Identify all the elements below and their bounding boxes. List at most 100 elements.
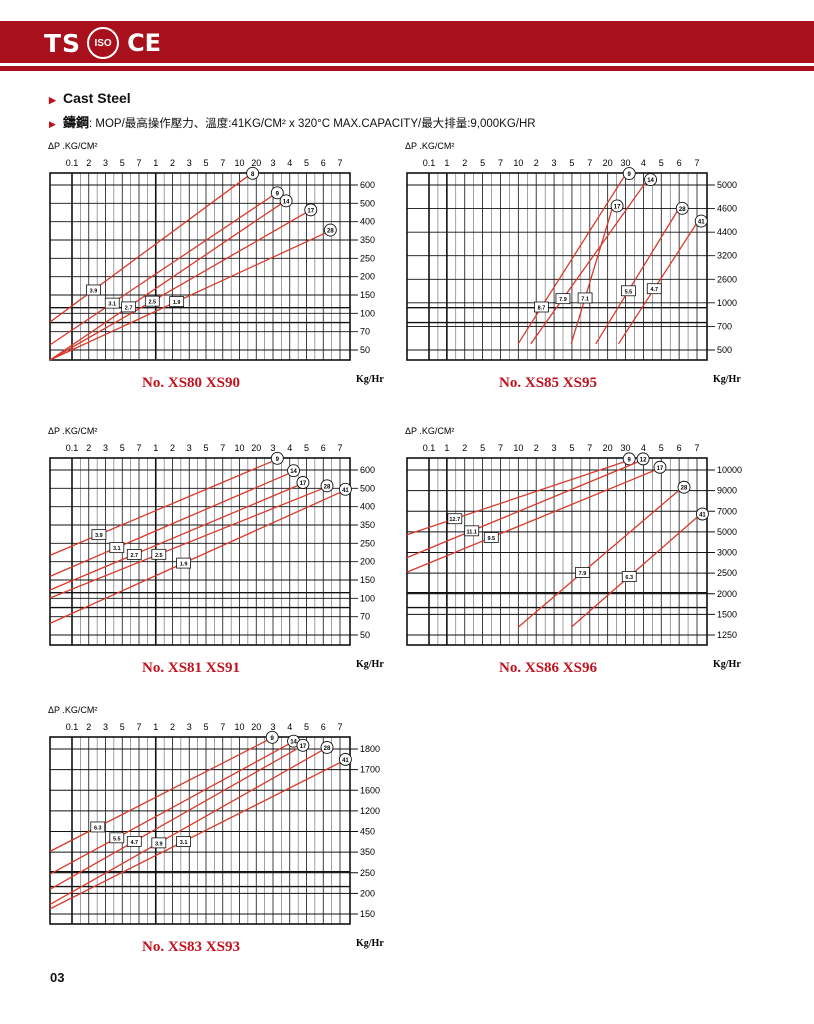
spec-bold: 鑄鋼: [63, 115, 90, 130]
y-tick-label: 1500: [717, 609, 737, 619]
series-end-circle: [644, 173, 657, 187]
series-end-circle: [270, 451, 284, 465]
arrow-right-icon: ▶: [49, 119, 56, 129]
x-tick-label: 4: [287, 158, 292, 168]
series-end-circle: [622, 167, 636, 180]
x-tick-label: 3: [103, 158, 108, 168]
x-tick-label: 7: [220, 158, 225, 168]
x-tick-label: 7: [337, 722, 342, 732]
iso-badge-icon: ISO: [87, 27, 120, 59]
series-label: 9: [276, 457, 280, 463]
chart-xs80-xs90: ΔP .KG/CM² 0.1 2 3 5 7 1 2 3 5 7 10 20 3 4 5 6 7 600 500 400…: [48, 141, 384, 391]
marker-label: 5.5: [113, 836, 121, 842]
y-tick-label: 50: [360, 630, 370, 640]
series-end-circle: [695, 507, 709, 521]
x-tick-label: 7: [498, 443, 503, 453]
x-tick-label: 2: [170, 443, 175, 453]
series-label: 17: [657, 466, 664, 472]
x-tick-label: 1: [153, 158, 158, 168]
marker-label: 4.7: [130, 840, 138, 846]
y-tick-label: 1250: [717, 630, 737, 640]
series-end-circle: [338, 752, 352, 766]
x-tick-label: 6: [677, 443, 682, 453]
x-tick-label: 7: [694, 443, 699, 453]
y-tick-label: 7000: [717, 506, 737, 516]
y-tick-label: 250: [360, 253, 375, 263]
x-axis-label: Kg/Hr: [356, 374, 384, 385]
marker-box: [91, 529, 107, 541]
series-end-circle: [675, 201, 689, 215]
series-line-28: [517, 489, 680, 628]
x-tick-label: 1: [444, 158, 449, 168]
marker-box: [464, 525, 480, 537]
x-tick-label: 10: [234, 722, 244, 732]
series-label: 9: [628, 457, 632, 463]
x-tick-label: 2: [86, 722, 91, 732]
y-tick-label: 150: [360, 909, 375, 919]
y-tick-label: 150: [360, 290, 375, 300]
series-line-17: [406, 469, 656, 573]
marker-box: [176, 836, 191, 847]
y-axis-label: ΔP .KG/CM²: [48, 426, 97, 436]
series-label: 9: [271, 736, 275, 742]
x-tick-label: 3: [103, 443, 108, 453]
x-tick-label: 2: [170, 158, 175, 168]
x-tick-label: 3: [270, 443, 275, 453]
series-label: 17: [300, 481, 307, 487]
x-tick-label: 0.1: [423, 443, 436, 453]
x-tick-label: 6: [677, 158, 682, 168]
marker-box: [86, 284, 101, 296]
y-tick-label: 250: [360, 538, 375, 548]
marker-label: 3.1: [113, 546, 121, 552]
x-tick-label: 0.1: [66, 722, 79, 732]
y-tick-label: 4600: [717, 204, 737, 214]
y-tick-label: 5000: [717, 180, 737, 190]
marker-box: [121, 301, 136, 313]
x-tick-label: 2: [534, 443, 539, 453]
series-end-circle: [279, 194, 293, 208]
marker-label: 4.7: [650, 287, 658, 293]
series-end-circle: [287, 464, 300, 478]
series-line-41: [49, 761, 341, 910]
series-end-circle: [694, 214, 708, 228]
x-tick-label: 3: [270, 722, 275, 732]
x-tick-label: 20: [251, 722, 261, 732]
series-line-14: [530, 182, 647, 345]
marker-box: [577, 292, 593, 304]
marker-box: [483, 532, 499, 543]
marker-label: 6.3: [625, 575, 633, 581]
y-tick-label: 350: [360, 847, 375, 857]
y-tick-label: 400: [360, 217, 375, 227]
marker-label: 3.9: [95, 533, 103, 539]
y-tick-label: 350: [360, 235, 375, 245]
y-tick-label: 70: [360, 612, 370, 622]
y-axis-label: ΔP .KG/CM²: [405, 141, 454, 151]
chart-title: No. XS83 XS93: [142, 939, 240, 955]
marker-box: [126, 835, 142, 847]
x-tick-label: 1: [444, 443, 449, 453]
page-number: 03: [50, 970, 65, 985]
series-label: 28: [324, 484, 331, 490]
y-tick-label: 1200: [360, 806, 380, 816]
y-tick-label: 600: [360, 465, 375, 475]
marker-box: [109, 542, 125, 554]
series-label: 41: [342, 488, 349, 494]
y-tick-label: 5000: [717, 527, 737, 537]
x-tick-label: 5: [120, 158, 125, 168]
x-tick-label: 3: [187, 158, 192, 168]
x-tick-label: 10: [513, 443, 523, 453]
x-tick-label: 2: [462, 443, 467, 453]
marker-label: 7.9: [559, 297, 567, 303]
marker-label: 3.1: [108, 302, 116, 308]
section-title: ▶ Cast Steel: [49, 90, 131, 106]
series-label: 41: [699, 513, 706, 519]
y-tick-label: 2000: [717, 589, 737, 599]
marker-label: 6.3: [94, 825, 102, 831]
x-tick-label: 5: [304, 722, 309, 732]
series-line-17: [49, 212, 307, 361]
plot-frame: [406, 172, 708, 361]
x-tick-label: 0.1: [66, 443, 79, 453]
series-label: 8: [251, 172, 255, 178]
y-tick-label: 500: [360, 198, 375, 208]
plot-frame: [49, 172, 351, 361]
